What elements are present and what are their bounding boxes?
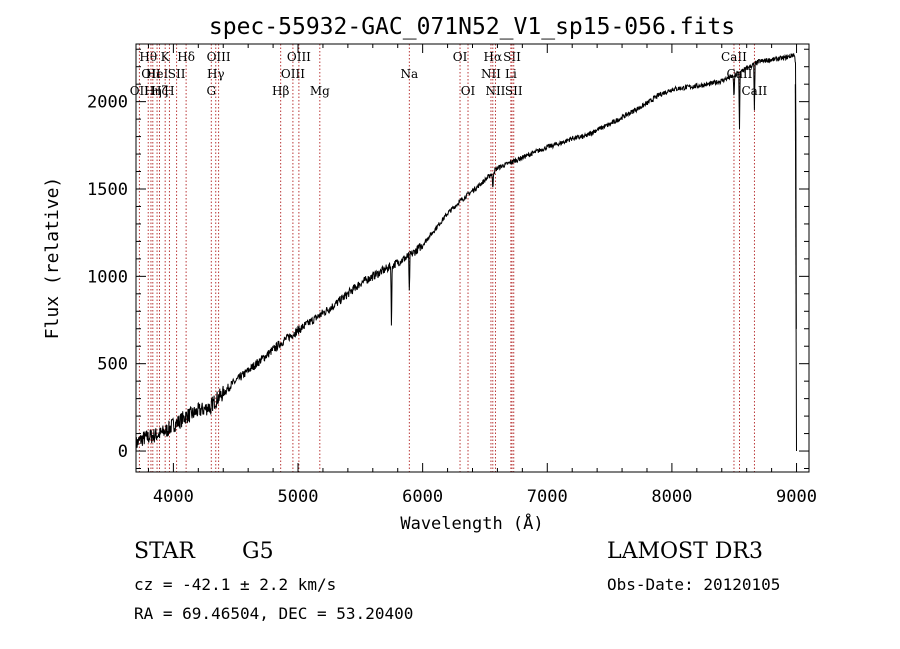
x-tick-label: 4000 bbox=[153, 487, 194, 507]
x-tick-label: 6000 bbox=[402, 487, 443, 507]
spectral-line-label: SII bbox=[505, 84, 523, 98]
y-axis-label: Flux (relative) bbox=[42, 177, 63, 340]
observation-date: Obs-Date: 20120105 bbox=[607, 575, 781, 594]
plot-frame bbox=[135, 43, 810, 473]
spectral-line-label: OII bbox=[141, 67, 161, 81]
spectral-line-label: OII bbox=[130, 84, 150, 98]
spectral-line-label: Hδ bbox=[177, 50, 195, 64]
x-tick-label: 8000 bbox=[651, 487, 692, 507]
spectral-line-label: OIII bbox=[287, 50, 311, 64]
flux-series-group bbox=[135, 52, 797, 452]
survey-name: LAMOST DR3 bbox=[607, 539, 763, 564]
flux-series-tail bbox=[794, 84, 797, 452]
spectral-line-label: OI bbox=[453, 50, 468, 64]
y-tick-label: 500 bbox=[97, 355, 128, 375]
y-tick-label: 1500 bbox=[87, 180, 128, 200]
spectral-line-label: SII bbox=[503, 50, 521, 64]
spectral-line-label: HeI bbox=[146, 67, 169, 81]
object-class: STAR bbox=[134, 539, 195, 564]
axis-ticks: 4000 5000 6000 7000 8000 9000 0 500 1000 1500 2000 bbox=[87, 44, 817, 507]
chart-title: spec-55932-GAC_071N52_V1_sp15-056.fits bbox=[209, 14, 735, 40]
flux-series-line bbox=[135, 52, 797, 452]
sky-coordinates: RA = 69.46504, DEC = 53.20400 bbox=[134, 604, 414, 623]
spectral-line-label: CaII bbox=[721, 50, 747, 64]
spectral-line-label: OI bbox=[461, 84, 476, 98]
spectral-line-label: H bbox=[164, 84, 174, 98]
spectral-line-label: G bbox=[206, 84, 216, 98]
spectral-line-label: NII bbox=[481, 67, 501, 81]
y-tick-label: 2000 bbox=[87, 93, 128, 113]
x-tick-label: 7000 bbox=[527, 487, 568, 507]
object-subclass: G5 bbox=[242, 539, 274, 564]
spectral-line-label: Na bbox=[400, 67, 418, 81]
redshift-velocity: cz = -42.1 ± 2.2 km/s bbox=[134, 575, 337, 594]
spectral-line-label: Hβ bbox=[272, 84, 289, 98]
spectral-line-label: Hγ bbox=[207, 67, 225, 81]
x-tick-label: 9000 bbox=[776, 487, 817, 507]
y-tick-label: 0 bbox=[118, 442, 128, 462]
spectral-line-markers: OIIHθOIIHηHeIHζKHSIIHδGHγOIIIHβOIIIOIIIM… bbox=[130, 44, 768, 472]
spectral-line-label: CaII bbox=[727, 67, 753, 81]
y-tick-label: 1000 bbox=[87, 267, 128, 287]
spectral-line-label: NII bbox=[485, 84, 505, 98]
spectral-line-label: Hα bbox=[484, 50, 503, 64]
spectral-line-label: OIII bbox=[207, 50, 231, 64]
spectral-line-label: SII bbox=[168, 67, 186, 81]
spectral-line-label: Hζ bbox=[151, 84, 168, 98]
spectral-line-label: K bbox=[161, 50, 171, 64]
spectral-line-label: Mg bbox=[310, 84, 330, 98]
x-tick-label: 5000 bbox=[278, 487, 319, 507]
spectral-line-label: Li bbox=[505, 67, 517, 81]
x-axis-label: Wavelength (Å) bbox=[400, 512, 543, 534]
spectral-line-label: OIII bbox=[281, 67, 305, 81]
spectral-line-label: Hθ bbox=[139, 50, 157, 64]
